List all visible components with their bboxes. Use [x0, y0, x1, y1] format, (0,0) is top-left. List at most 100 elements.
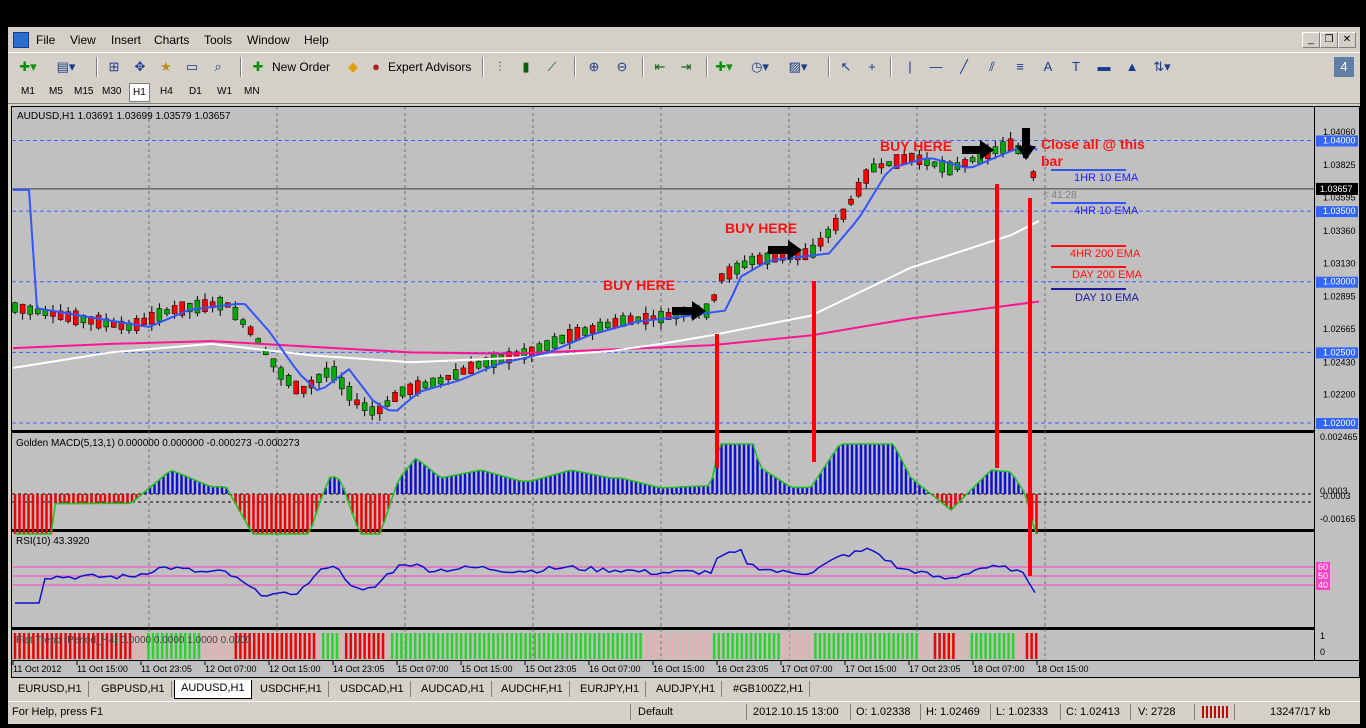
- new-order-button[interactable]: New Order: [272, 60, 331, 74]
- auto-scroll-icon[interactable]: ⇤: [654, 59, 666, 74]
- horizontal-line-icon[interactable]: —: [929, 59, 943, 74]
- menu-window[interactable]: Window: [247, 33, 290, 47]
- arrows-icon[interactable]: ⇅▾: [1153, 59, 1171, 74]
- price-level-tag: [1316, 347, 1358, 359]
- news-icon[interactable]: 4: [1334, 57, 1354, 77]
- chart-shift-icon[interactable]: ⇥: [680, 59, 692, 74]
- candle-body: [658, 310, 664, 324]
- tf-m1[interactable]: M1: [21, 86, 35, 97]
- menu-view[interactable]: View: [70, 33, 96, 47]
- rsi-scale-tag: [1316, 562, 1330, 572]
- templates-icon[interactable]: ▨▾: [788, 59, 808, 74]
- menu-tools[interactable]: Tools: [204, 33, 233, 47]
- candle-body: [802, 248, 809, 260]
- time-scale: [12, 661, 1359, 677]
- candlestick-icon[interactable]: ▮: [522, 59, 530, 74]
- candle-body: [551, 336, 558, 349]
- tab-audjpy[interactable]: AUDJPY,H1: [650, 681, 723, 697]
- tab-eurusd[interactable]: EURUSD,H1: [12, 681, 89, 697]
- tf-h4[interactable]: H4: [160, 86, 173, 97]
- candle-body: [73, 310, 79, 326]
- text-label-icon[interactable]: T: [1072, 59, 1080, 74]
- vertical-line-icon[interactable]: |: [908, 59, 912, 74]
- menu-help[interactable]: Help: [304, 33, 329, 47]
- candle-body: [369, 406, 375, 416]
- market-watch-icon[interactable]: ⊞: [108, 59, 120, 74]
- new-chart-icon[interactable]: ✚▾: [19, 59, 37, 74]
- tf-m5[interactable]: M5: [49, 86, 63, 97]
- candle-body: [567, 328, 573, 343]
- macd-panel[interactable]: [12, 433, 1314, 529]
- tf-m30[interactable]: M30: [102, 86, 122, 97]
- ema-legend: 1HR 10 EMA 4HR 10 EMA 4HR 200 EMA DAY 20…: [1051, 169, 1143, 304]
- macd-scale-label: 0.002465: [1320, 432, 1358, 442]
- line-chart-icon[interactable]: ⟋: [547, 59, 557, 74]
- zoom-out-icon[interactable]: ⊖: [616, 59, 628, 74]
- expert-advisors-button[interactable]: Expert Advisors: [388, 60, 472, 74]
- candle-body: [643, 312, 649, 325]
- bar-chart-icon[interactable]: ⫶: [498, 59, 502, 74]
- macd-scale-label: -0.00165: [1320, 514, 1356, 524]
- warning-icon[interactable]: ◆: [348, 59, 358, 74]
- tab-usdchf[interactable]: USDCHF,H1: [254, 681, 329, 697]
- crosshair-icon[interactable]: +: [868, 59, 876, 74]
- rsi-panel[interactable]: [12, 532, 1314, 627]
- cursor-icon[interactable]: ↖: [840, 59, 852, 74]
- menu-insert[interactable]: Insert: [111, 33, 142, 47]
- rsi-scale-label: 40: [1318, 580, 1328, 590]
- indicators-icon[interactable]: ✚▾: [715, 59, 733, 74]
- terminal-icon[interactable]: ▭: [185, 59, 199, 74]
- chart-area[interactable]: BUY HERE BUY HERE BUY HERE Close all @ t…: [11, 106, 1360, 678]
- rectangle-icon[interactable]: ▬: [1097, 59, 1111, 74]
- candle-body: [810, 244, 816, 258]
- periods-icon[interactable]: ◷▾: [751, 59, 769, 74]
- tab-audchf[interactable]: AUDCHF,H1: [495, 681, 570, 697]
- trendline-icon[interactable]: ╱: [960, 59, 968, 74]
- candle-body: [711, 294, 717, 301]
- navigator-icon[interactable]: ★: [160, 59, 172, 74]
- tf-h1[interactable]: H1: [129, 83, 150, 102]
- tab-audcad[interactable]: AUDCAD,H1: [415, 681, 492, 697]
- tf-m15[interactable]: M15: [74, 86, 94, 97]
- tab-gbpusd[interactable]: GBPUSD,H1: [95, 681, 172, 697]
- tab-gb100z2[interactable]: #GB100Z2,H1: [727, 681, 811, 697]
- menu-file[interactable]: File: [36, 33, 56, 47]
- candle-body: [483, 357, 489, 368]
- rsi-scale-tag: [1316, 580, 1330, 590]
- restore-icon[interactable]: ❐: [1320, 32, 1338, 48]
- rsi-header: RSI(10) 43.3920: [16, 536, 90, 547]
- main-price-panel[interactable]: [12, 107, 1314, 430]
- candle-body: [1030, 171, 1037, 178]
- data-window-icon[interactable]: ✥: [134, 59, 146, 74]
- app-icon: [13, 32, 29, 48]
- triangle-icon[interactable]: ▲: [1125, 59, 1139, 74]
- candle-body: [118, 320, 125, 330]
- equidistant-channel-icon[interactable]: ⫽: [989, 59, 995, 74]
- price-level-tag: [1316, 276, 1358, 288]
- time-label: 14 Oct 23:05: [333, 664, 385, 674]
- tf-w1[interactable]: W1: [217, 86, 232, 97]
- time-labels: 11 Oct 2012 11 Oct 15:00 11 Oct 23:05 12 Oc…: [12, 661, 1089, 674]
- close-icon[interactable]: ✕: [1338, 32, 1356, 48]
- minimize-icon[interactable]: _: [1302, 32, 1320, 48]
- tab-audusd[interactable]: AUDUSD,H1: [174, 680, 252, 699]
- profiles-icon[interactable]: ▤▾: [56, 59, 76, 74]
- fibonacci-icon[interactable]: ≡: [1016, 59, 1024, 74]
- text-icon[interactable]: A: [1043, 59, 1053, 74]
- tf-mn[interactable]: MN: [244, 86, 260, 97]
- candle-body: [293, 380, 299, 395]
- status-volume: V: 2728: [1138, 706, 1176, 718]
- tab-usdcad[interactable]: USDCAD,H1: [334, 681, 411, 697]
- expert-advisors-icon[interactable]: ●: [372, 59, 380, 74]
- zoom-in-icon[interactable]: ⊕: [588, 59, 600, 74]
- ema-4hr-10-line: [12, 220, 1040, 369]
- candle-body: [270, 358, 277, 368]
- tf-d1[interactable]: D1: [189, 86, 202, 97]
- menu-charts[interactable]: Charts: [154, 33, 190, 47]
- tab-eurjpy[interactable]: EURJPY,H1: [574, 681, 647, 697]
- candle-body: [217, 297, 223, 311]
- strategy-tester-icon[interactable]: ⌕: [214, 59, 222, 74]
- rsi-scale-tag: [1316, 571, 1330, 581]
- new-order-icon[interactable]: ✚: [252, 59, 264, 74]
- status-profile[interactable]: Default: [638, 706, 673, 718]
